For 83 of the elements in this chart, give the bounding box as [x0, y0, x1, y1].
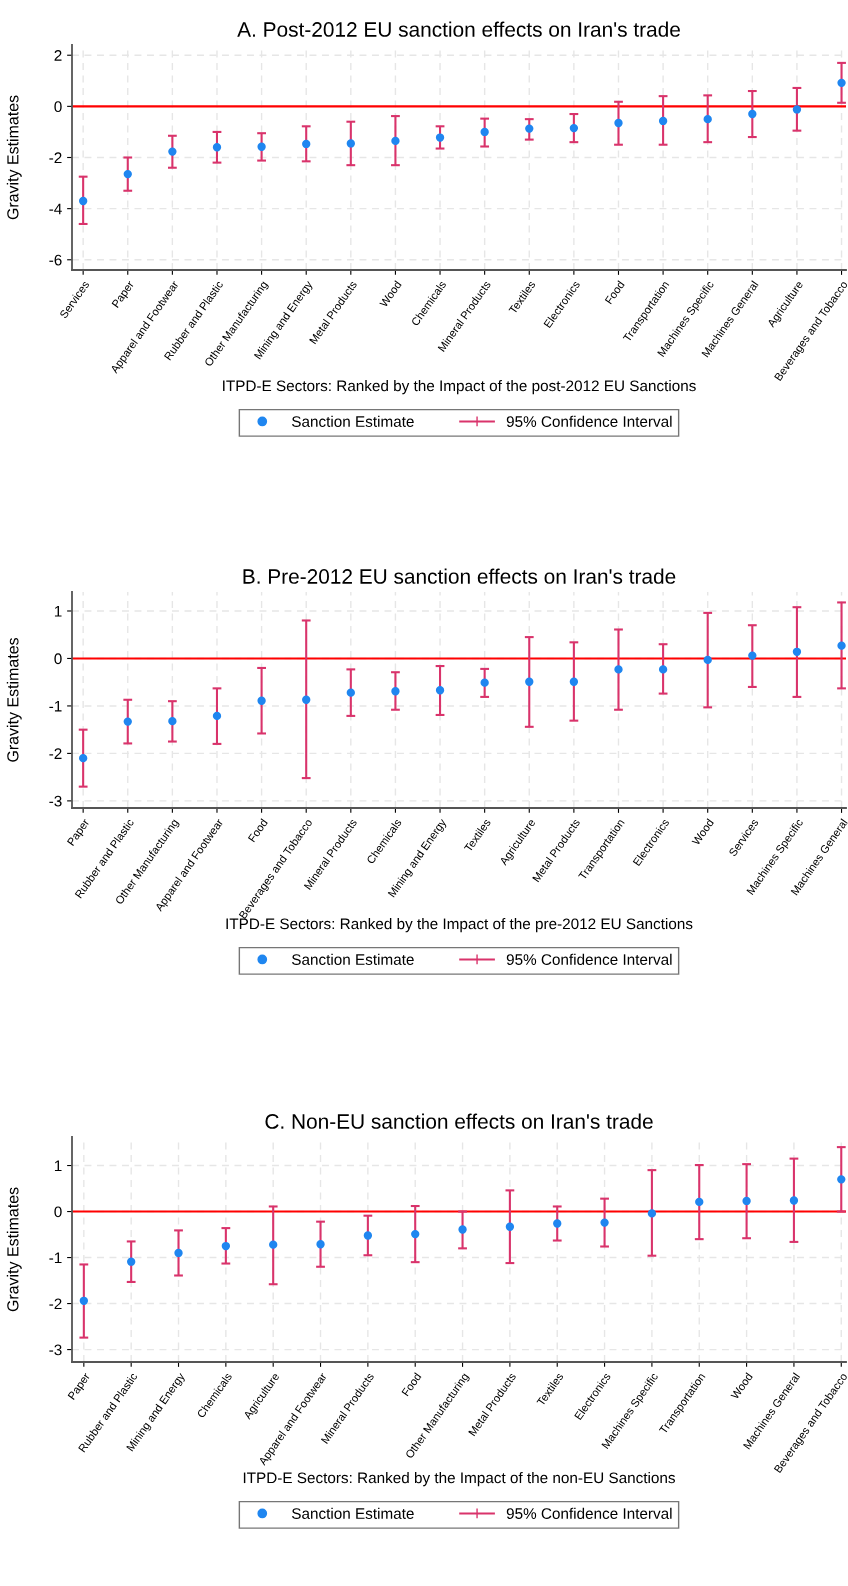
y-tick-label: 0	[54, 101, 62, 113]
text: 95% Confidence Interval	[506, 953, 672, 965]
point	[647, 1209, 657, 1218]
point	[658, 665, 668, 674]
y-tick-label: -2	[49, 748, 62, 759]
y-tick-label: -2	[49, 152, 62, 164]
y-tick-label: 1	[54, 1160, 62, 1172]
y-axis-title: Gravity Estimates	[6, 1187, 22, 1312]
point	[525, 124, 534, 133]
point	[748, 651, 757, 660]
point	[411, 1229, 420, 1239]
legend-label: Sanction Estimate	[291, 1507, 414, 1519]
point	[363, 1231, 373, 1240]
chart-title: C. Non-EU sanction effects on Iran's trade	[265, 1113, 653, 1129]
point	[792, 105, 802, 114]
point	[837, 1175, 846, 1184]
point	[789, 1196, 799, 1205]
point	[221, 1241, 231, 1251]
y-tick-label: 2	[54, 50, 62, 61]
y-tick-label: -2	[49, 1298, 62, 1310]
point	[269, 1240, 278, 1249]
y-tick-label: 1	[54, 606, 62, 617]
point	[79, 1296, 88, 1305]
point	[316, 1240, 325, 1249]
y-axis-title: Gravity Estimates	[6, 638, 22, 762]
point	[742, 1196, 751, 1206]
point	[703, 655, 712, 665]
y-tick-label: -1	[49, 700, 62, 712]
text: 95% Confidence Interval	[506, 1507, 672, 1519]
point	[748, 109, 757, 119]
point	[569, 677, 579, 686]
point	[614, 665, 623, 674]
y-tick-label: -4	[49, 203, 62, 215]
y-tick-label: 0	[54, 653, 62, 665]
point	[792, 647, 802, 656]
point	[346, 139, 355, 148]
y-tick-label: -3	[49, 795, 62, 807]
point	[658, 116, 668, 126]
point	[212, 143, 222, 152]
point	[695, 1197, 704, 1207]
y-tick-label: -3	[49, 1344, 62, 1356]
point	[505, 1222, 515, 1231]
point	[525, 677, 534, 686]
text: 95% Confidence Interval	[506, 415, 672, 427]
point	[257, 696, 266, 705]
chart-title: B. Pre-2012 EU sanction effects on Iran's trade	[243, 568, 676, 584]
point	[837, 641, 846, 650]
point	[614, 118, 623, 128]
point	[127, 1257, 136, 1266]
point	[553, 1219, 562, 1228]
point	[78, 753, 88, 763]
point	[168, 147, 177, 156]
point	[703, 114, 712, 124]
point	[302, 695, 311, 704]
y-tick-label: -6	[49, 254, 62, 266]
point	[174, 1248, 183, 1258]
point	[569, 123, 579, 133]
point	[391, 687, 400, 696]
point	[78, 196, 88, 206]
legend-label: Sanction Estimate	[291, 415, 414, 427]
x-axis-title: ITPD-E Sectors: Ranked by the Impact of the non-EU Sanctions	[243, 1472, 675, 1487]
point	[435, 133, 445, 142]
point	[123, 169, 132, 179]
point	[123, 717, 132, 726]
point	[168, 716, 177, 726]
x-axis-title: ITPD-E Sectors: Ranked by the Impact of the post-2012 EU Sanctions	[223, 380, 696, 395]
chart-title: A. Post-2012 EU sanction effects on Iran's trade	[237, 21, 680, 37]
legend-label: Sanction Estimate	[291, 953, 414, 965]
y-tick-label: -1	[49, 1252, 62, 1264]
y-tick-label: 0	[54, 1206, 62, 1218]
y-axis-title: Gravity Estimates	[6, 95, 22, 220]
point	[600, 1218, 609, 1227]
point	[391, 136, 400, 146]
point	[837, 78, 846, 88]
point	[435, 686, 445, 695]
point	[480, 678, 489, 687]
point	[257, 142, 266, 151]
point	[212, 711, 222, 721]
x-axis-title: ITPD-E Sectors: Ranked by the Impact of the pre-2012 EU Sanctions	[226, 918, 693, 933]
point	[346, 688, 355, 697]
point	[302, 139, 311, 149]
point	[458, 1225, 467, 1234]
point	[480, 127, 489, 137]
